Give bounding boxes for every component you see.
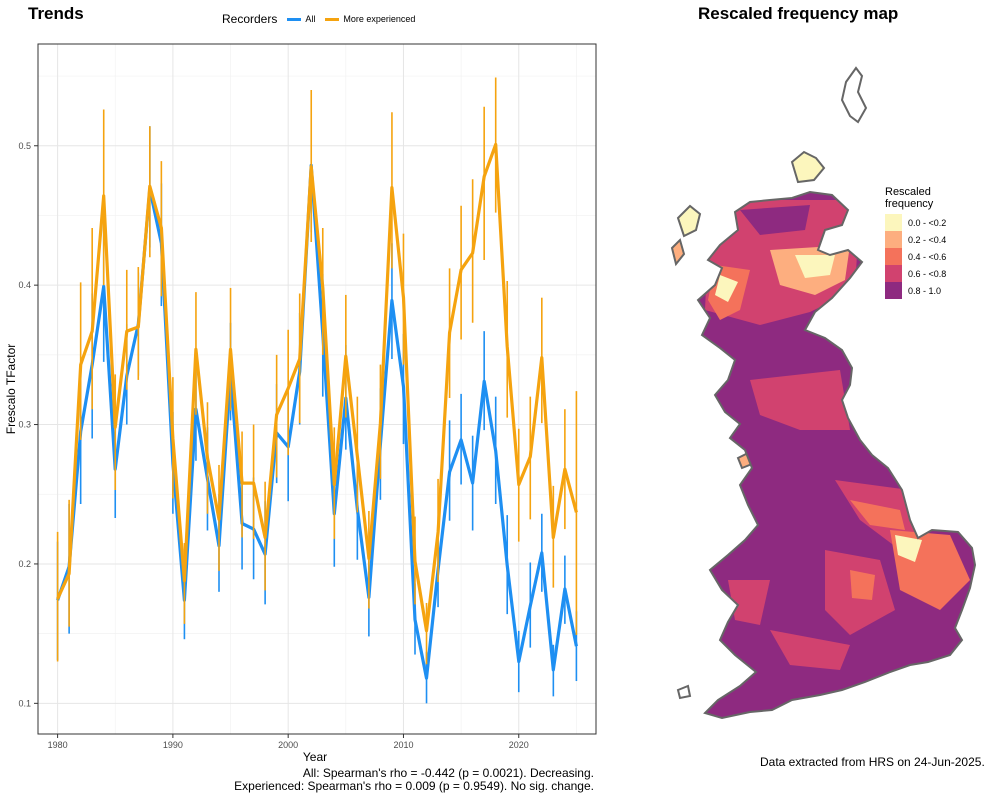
trends-chart: 0.1 0.2 0.3 0.4 0.5 1980 1990 2000 2010 2020 Year F…: [4, 43, 597, 764]
plot-border: [37, 43, 597, 735]
trends-title: Trends: [28, 4, 84, 23]
map-legend-label: 0.6 - <0.8: [908, 268, 947, 279]
wales-zone: [728, 580, 770, 625]
x-tick-label: 2010: [393, 740, 413, 750]
midlands-core: [850, 570, 875, 600]
x-tick-label: 2000: [278, 740, 298, 750]
map-legend-row: 0.0 - <0.2: [885, 214, 946, 231]
y-tick-label: 0.1: [18, 698, 31, 708]
map-legend-title: Rescaled frequency: [885, 186, 946, 210]
map-legend-label: 0.0 - <0.2: [908, 217, 947, 228]
map-title: Rescaled frequency map: [698, 4, 899, 23]
orkney-islands: [790, 150, 826, 184]
legend-label-all: All: [305, 14, 316, 24]
x-tick-label: 1990: [163, 740, 183, 750]
map-legend-label: 0.2 - <0.4: [908, 234, 947, 245]
map-legend-row: 0.6 - <0.8: [885, 265, 946, 282]
y-tick-label: 0.2: [18, 559, 31, 569]
southern-uplands-zone: [750, 370, 850, 430]
scilly-isles: [676, 684, 692, 700]
legend-title: Recorders: [222, 12, 278, 26]
map-heat-layer: [698, 192, 975, 718]
legend-swatch-all: [287, 17, 302, 21]
map-legend-swatch: [885, 248, 902, 265]
map-legend-title-line-1: Rescaled: [885, 186, 931, 198]
map-legend-row: 0.8 - 1.0: [885, 282, 946, 299]
y-tick-label: 0.3: [18, 420, 31, 430]
y-tick-label: 0.5: [18, 141, 31, 151]
y-tick-label: 0.4: [18, 280, 31, 290]
map-legend-label: 0.4 - <0.6: [908, 251, 947, 262]
x-tick-label: 2020: [509, 740, 529, 750]
map-legend-swatch: [885, 282, 902, 299]
rescaled-frequency-map: [670, 66, 977, 720]
legend-label-experienced: More experienced: [343, 14, 416, 24]
shetland-outline: [840, 66, 868, 124]
map-legend-swatch: [885, 265, 902, 282]
spearman-footnote: All: Spearman's rho = -0.442 (p = 0.0021…: [234, 767, 594, 793]
north-east-core: [795, 255, 835, 278]
southern-england-zone: [770, 630, 850, 670]
map-outer-islands: [670, 66, 868, 700]
recorders-legend: Recorders All More experienced: [222, 12, 415, 26]
map-legend-row: 0.4 - <0.6: [885, 248, 946, 265]
map-legend-title-line-2: frequency: [885, 198, 934, 210]
series-line-experienced: [56, 142, 578, 633]
far-north-zone: [740, 205, 810, 235]
x-axis-label: Year: [303, 750, 327, 764]
map-legend-swatch: [885, 231, 902, 248]
outer-hebrides-south: [670, 238, 686, 267]
east-england-core: [850, 500, 905, 530]
map-legend-swatch: [885, 214, 902, 231]
legend-swatch-experienced: [325, 17, 340, 21]
x-tick-label: 1980: [48, 740, 68, 750]
map-legend-label: 0.8 - 1.0: [908, 285, 942, 296]
footnote-experienced: Experienced: Spearman's rho = 0.009 (p =…: [234, 779, 594, 793]
data-extract-note: Data extracted from HRS on 24-Jun-2025.: [760, 755, 985, 769]
east-anglia-core: [895, 535, 922, 562]
footnote-all: All: Spearman's rho = -0.442 (p = 0.0021…: [302, 766, 594, 780]
gb-coastline: [696, 190, 977, 720]
map-legend: Rescaled frequency 0.0 - <0.2 0.2 - <0.4…: [885, 186, 946, 299]
west-highlands-core: [715, 275, 738, 302]
y-axis-label: Frescalo TFactor: [4, 344, 18, 434]
map-legend-row: 0.2 - <0.4: [885, 231, 946, 248]
outer-hebrides-north: [676, 204, 702, 238]
